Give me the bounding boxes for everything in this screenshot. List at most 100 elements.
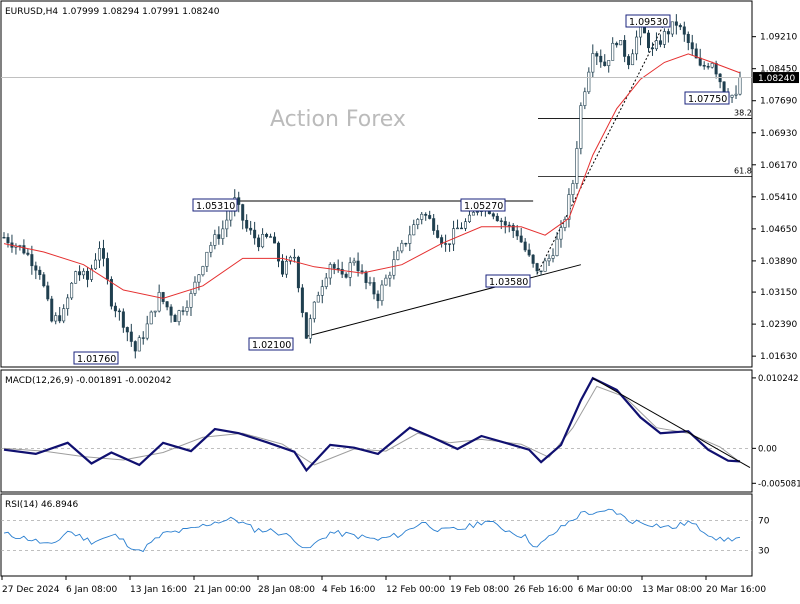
ohlc-header: 1.07999 1.08294 1.07991 1.08240 bbox=[62, 7, 220, 17]
candle-body bbox=[507, 224, 511, 227]
level-label-text: 1.05310 bbox=[196, 201, 235, 212]
candle-body bbox=[599, 55, 603, 63]
fib-level-label: 61.8 bbox=[734, 167, 752, 176]
candle-body bbox=[416, 219, 420, 226]
candle-body bbox=[591, 53, 595, 73]
level-label-box bbox=[625, 14, 671, 28]
candle-body bbox=[336, 267, 340, 270]
candle-body bbox=[646, 32, 650, 49]
candle-body bbox=[436, 230, 440, 238]
candle-body bbox=[511, 225, 515, 231]
candle-body bbox=[396, 250, 400, 260]
candle-body bbox=[698, 57, 702, 66]
candle-body bbox=[615, 42, 619, 46]
level-label-text: 1.01760 bbox=[77, 354, 116, 365]
candle-body bbox=[734, 93, 738, 96]
candle-body bbox=[205, 251, 209, 267]
price-tick-label: 1.06170 bbox=[760, 161, 797, 171]
candle-body bbox=[607, 60, 611, 67]
candle-body bbox=[654, 40, 658, 50]
price-tick-label: 1.05410 bbox=[760, 193, 797, 203]
macd-trendline bbox=[592, 377, 751, 469]
candle-body bbox=[448, 243, 452, 245]
candle-body bbox=[113, 305, 117, 312]
candle-body bbox=[635, 36, 639, 55]
candle-body bbox=[555, 238, 559, 256]
macd-tick-label: 0.010242 bbox=[758, 374, 799, 384]
time-tick-label: 13 Jan 16:00 bbox=[130, 585, 187, 595]
candle-body bbox=[491, 213, 495, 217]
candle-body bbox=[456, 227, 460, 230]
candle-body bbox=[161, 292, 165, 302]
candle-body bbox=[467, 214, 471, 222]
candle-body bbox=[117, 310, 121, 313]
fib-level-label: 38.2 bbox=[734, 108, 752, 117]
time-axis: 27 Dec 2024 6 Jan 08:00 13 Jan 16:00 21 Jan… bbox=[1, 576, 766, 595]
support-trendline bbox=[306, 264, 581, 337]
candle-body bbox=[304, 312, 308, 339]
candle-body bbox=[627, 56, 631, 66]
candle-body bbox=[221, 228, 225, 239]
last-price-marker: 1.08240 bbox=[1, 72, 799, 84]
candle-body bbox=[169, 306, 173, 316]
time-tick-label: 13 Mar 08:00 bbox=[642, 585, 702, 595]
candle-body bbox=[86, 270, 90, 280]
candle-body bbox=[78, 271, 82, 276]
candle-body bbox=[388, 274, 392, 279]
candle-body bbox=[189, 293, 193, 308]
candle-body bbox=[253, 229, 257, 239]
candle-body bbox=[94, 259, 98, 270]
price-tick-label: 1.08450 bbox=[760, 65, 797, 75]
candle-body bbox=[225, 219, 229, 230]
macd-tick-label: 0.00 bbox=[758, 444, 777, 454]
level-label-box bbox=[248, 337, 294, 351]
candle-body bbox=[241, 204, 245, 221]
candle-body bbox=[217, 234, 221, 239]
level-label-box bbox=[73, 351, 119, 365]
level-label-box bbox=[192, 198, 238, 212]
candle-body bbox=[2, 236, 6, 239]
candle-body bbox=[579, 105, 583, 149]
candle-body bbox=[444, 243, 448, 245]
candle-body bbox=[539, 270, 543, 273]
candle-body bbox=[265, 234, 269, 237]
candle-body bbox=[495, 215, 499, 222]
price-axis: 1.09210 1.08450 1.07690 1.06930 1.06170 1.054… bbox=[752, 33, 797, 362]
candle-body bbox=[535, 263, 539, 272]
candle-body bbox=[121, 311, 125, 328]
candle-body bbox=[583, 91, 587, 106]
price-tick-label: 1.06930 bbox=[760, 129, 797, 139]
candle-body bbox=[619, 40, 623, 46]
candle-body bbox=[50, 298, 54, 322]
candle-body bbox=[109, 279, 113, 307]
candles bbox=[2, 14, 742, 359]
rsi-line bbox=[3, 508, 741, 553]
candle-body bbox=[209, 245, 213, 253]
candle-body bbox=[376, 293, 380, 302]
candle-body bbox=[101, 248, 105, 259]
candle-body bbox=[245, 219, 249, 229]
candle-body bbox=[149, 311, 153, 325]
time-tick-label: 21 Jan 00:00 bbox=[194, 585, 251, 595]
candle-body bbox=[575, 148, 579, 184]
fibonacci-levels: 38.2 61.8 bbox=[538, 108, 752, 177]
candle-body bbox=[82, 270, 86, 276]
candle-body bbox=[567, 194, 571, 220]
candle-body bbox=[348, 262, 352, 278]
candle-body bbox=[404, 242, 408, 245]
candle-body bbox=[324, 277, 328, 287]
candle-body bbox=[30, 254, 34, 267]
candle-body bbox=[261, 234, 265, 248]
level-label-box bbox=[485, 274, 531, 288]
candle-body bbox=[22, 245, 26, 254]
candle-body bbox=[145, 323, 149, 339]
candle-body bbox=[54, 315, 58, 322]
price-tick-label: 1.04650 bbox=[760, 225, 797, 235]
candle-body bbox=[165, 301, 169, 308]
candle-body bbox=[694, 48, 698, 59]
candle-body bbox=[563, 219, 567, 228]
candle-body bbox=[97, 248, 101, 261]
candle-body bbox=[666, 31, 670, 35]
candle-body bbox=[515, 230, 519, 237]
